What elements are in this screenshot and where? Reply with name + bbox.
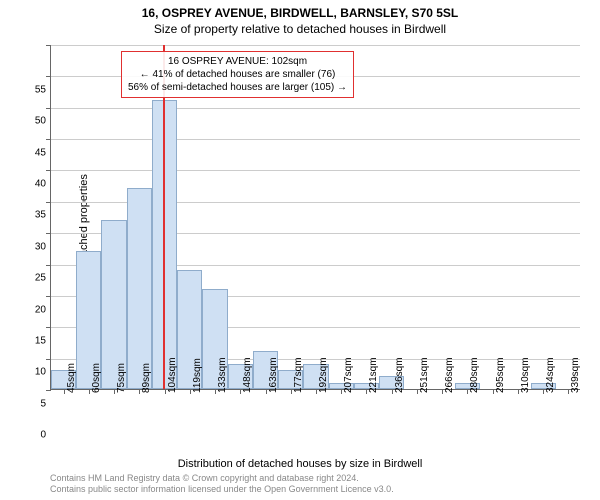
x-tick-label: 221sqm <box>368 357 379 393</box>
gridline <box>51 108 580 109</box>
gridline <box>51 139 580 140</box>
x-tick-mark <box>291 389 292 394</box>
x-tick-mark <box>316 389 317 394</box>
x-tick-mark <box>89 389 90 394</box>
x-tick-label: 251sqm <box>419 357 430 393</box>
footer-credits: Contains HM Land Registry data © Crown c… <box>50 473 394 496</box>
x-tick-label: 177sqm <box>293 357 304 393</box>
y-tick-mark <box>46 76 51 77</box>
chart-title-sub: Size of property relative to detached ho… <box>0 22 600 36</box>
y-tick-mark <box>46 202 51 203</box>
x-tick-label: 89sqm <box>141 363 152 393</box>
x-tick-label: 148sqm <box>242 357 253 393</box>
x-tick-mark <box>190 389 191 394</box>
x-tick-label: 133sqm <box>217 357 228 393</box>
x-tick-mark <box>493 389 494 394</box>
x-tick-label: 45sqm <box>66 363 77 393</box>
annotation-line3: 56% of semi-detached houses are larger (… <box>128 81 347 94</box>
y-tick-label: 5 <box>40 398 46 409</box>
x-tick-label: 280sqm <box>469 357 480 393</box>
x-tick-label: 295sqm <box>495 357 506 393</box>
y-tick-mark <box>46 108 51 109</box>
y-tick-label: 30 <box>35 241 46 252</box>
x-tick-mark <box>215 389 216 394</box>
plot-area: 16 OSPREY AVENUE: 102sqm← 41% of detache… <box>50 45 580 390</box>
footer-line2: Contains public sector information licen… <box>50 484 394 496</box>
gridline <box>51 170 580 171</box>
x-tick-label: 60sqm <box>91 363 102 393</box>
x-tick-label: 324sqm <box>545 357 556 393</box>
x-tick-mark <box>392 389 393 394</box>
x-tick-mark <box>266 389 267 394</box>
y-tick-label: 25 <box>35 273 46 284</box>
y-tick-mark <box>46 233 51 234</box>
x-tick-mark <box>64 389 65 394</box>
x-tick-mark <box>417 389 418 394</box>
x-tick-mark <box>165 389 166 394</box>
x-tick-label: 207sqm <box>343 357 354 393</box>
x-axis-label: Distribution of detached houses by size … <box>0 458 600 470</box>
x-tick-label: 236sqm <box>394 357 405 393</box>
gridline <box>51 45 580 46</box>
annotation-line1: 16 OSPREY AVENUE: 102sqm <box>128 55 347 68</box>
y-tick-label: 0 <box>40 430 46 441</box>
x-tick-label: 75sqm <box>116 363 127 393</box>
x-tick-mark <box>543 389 544 394</box>
bar <box>127 188 152 389</box>
annotation-line2: ← 41% of detached houses are smaller (76… <box>128 68 347 81</box>
y-tick-label: 50 <box>35 116 46 127</box>
chart-title-main: 16, OSPREY AVENUE, BIRDWELL, BARNSLEY, S… <box>0 6 600 20</box>
y-tick-mark <box>46 327 51 328</box>
y-tick-mark <box>46 296 51 297</box>
y-tick-label: 45 <box>35 147 46 158</box>
x-tick-label: 339sqm <box>570 357 581 393</box>
x-tick-mark <box>518 389 519 394</box>
y-tick-label: 40 <box>35 179 46 190</box>
footer-line1: Contains HM Land Registry data © Crown c… <box>50 473 394 485</box>
y-tick-label: 55 <box>35 85 46 96</box>
y-tick-mark <box>46 45 51 46</box>
y-tick-label: 15 <box>35 335 46 346</box>
x-tick-label: 192sqm <box>318 357 329 393</box>
y-tick-mark <box>46 265 51 266</box>
y-tick-mark <box>46 390 51 391</box>
annotation-box: 16 OSPREY AVENUE: 102sqm← 41% of detache… <box>121 51 354 98</box>
chart-container: 16 OSPREY AVENUE: 102sqm← 41% of detache… <box>50 45 580 435</box>
y-tick-label: 20 <box>35 304 46 315</box>
y-tick-mark <box>46 170 51 171</box>
bar <box>152 100 177 389</box>
x-tick-label: 104sqm <box>167 357 178 393</box>
y-tick-mark <box>46 139 51 140</box>
x-tick-label: 266sqm <box>444 357 455 393</box>
x-tick-mark <box>114 389 115 394</box>
y-tick-mark <box>46 359 51 360</box>
y-tick-label: 35 <box>35 210 46 221</box>
x-tick-label: 119sqm <box>192 358 203 393</box>
y-tick-label: 10 <box>35 367 46 378</box>
x-tick-label: 310sqm <box>520 357 531 393</box>
x-tick-label: 163sqm <box>268 357 279 393</box>
